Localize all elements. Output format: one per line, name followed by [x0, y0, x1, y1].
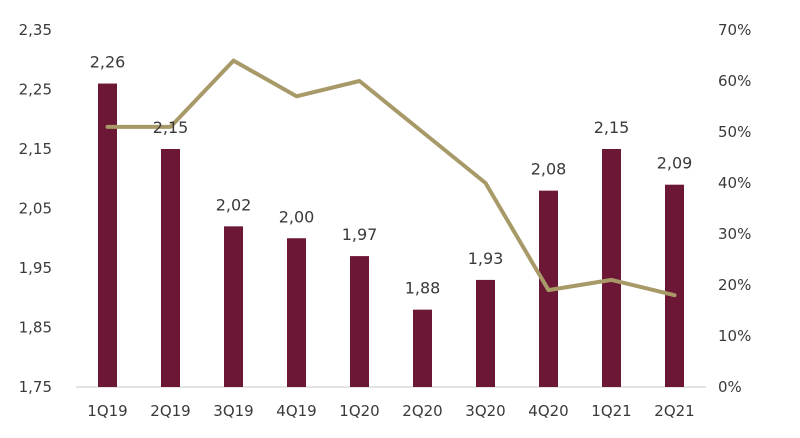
- bar-data-label: 2,15: [153, 118, 189, 137]
- right-tick-label: 0%: [718, 378, 742, 396]
- x-tick-label: 3Q20: [465, 402, 505, 420]
- left-tick-label: 1,85: [19, 319, 52, 337]
- right-tick-label: 50%: [718, 123, 751, 141]
- left-tick-label: 2,05: [19, 200, 52, 218]
- bar-data-label: 1,88: [405, 279, 441, 298]
- right-y-axis: 0% 10% 20% 30% 40% 50% 60% 70%: [718, 21, 751, 396]
- right-tick-label: 20%: [718, 276, 751, 294]
- bar-data-label: 2,15: [594, 118, 630, 137]
- x-tick-label: 2Q21: [654, 402, 694, 420]
- x-tick-label: 1Q20: [339, 402, 379, 420]
- left-tick-label: 1,95: [19, 259, 52, 277]
- x-tick-label: 2Q20: [402, 402, 442, 420]
- x-tick-label: 2Q19: [150, 402, 190, 420]
- data-labels: 2,26 2,15 2,02 2,00 1,97 1,88 1,93 2,08 2,15 2,09: [90, 53, 693, 298]
- bar: [350, 256, 369, 387]
- bar-data-label: 1,93: [468, 249, 504, 268]
- right-tick-label: 10%: [718, 327, 751, 345]
- x-tick-label: 3Q19: [213, 402, 253, 420]
- x-tick-label: 4Q19: [276, 402, 316, 420]
- left-tick-label: 2,15: [19, 140, 52, 158]
- bar: [224, 226, 243, 387]
- left-tick-label: 2,25: [19, 81, 52, 99]
- right-tick-label: 60%: [718, 72, 751, 90]
- line-path: [105, 58, 677, 298]
- x-tick-label: 1Q21: [591, 402, 631, 420]
- bar: [602, 149, 621, 387]
- bar-data-label: 2,08: [531, 160, 567, 179]
- bar: [98, 83, 117, 388]
- x-axis: 1Q19 2Q19 3Q19 4Q19 1Q20 2Q20 3Q20 4Q20 1Q21 2Q21: [76, 386, 706, 420]
- bar: [161, 149, 180, 387]
- right-tick-label: 30%: [718, 225, 751, 243]
- line-series: [105, 58, 677, 298]
- right-tick-label: 40%: [718, 174, 751, 192]
- bar-data-label: 2,09: [657, 154, 693, 173]
- x-tick-label: 1Q19: [87, 402, 127, 420]
- bar: [476, 279, 495, 387]
- bar-data-label: 2,02: [216, 195, 252, 214]
- left-tick-label: 1,75: [19, 378, 52, 396]
- bar: [413, 309, 432, 387]
- right-tick-label: 70%: [718, 21, 751, 39]
- bar: [287, 238, 306, 387]
- left-tick-label: 2,35: [19, 21, 52, 39]
- bar-data-label: 1,97: [342, 225, 378, 244]
- x-tick-label: 4Q20: [528, 402, 568, 420]
- bar-data-label: 2,00: [279, 207, 315, 226]
- left-y-axis: 1,75 1,85 1,95 2,05 2,15 2,25 2,35: [19, 21, 52, 396]
- bar-data-label: 2,26: [90, 53, 126, 72]
- bar: [665, 184, 684, 387]
